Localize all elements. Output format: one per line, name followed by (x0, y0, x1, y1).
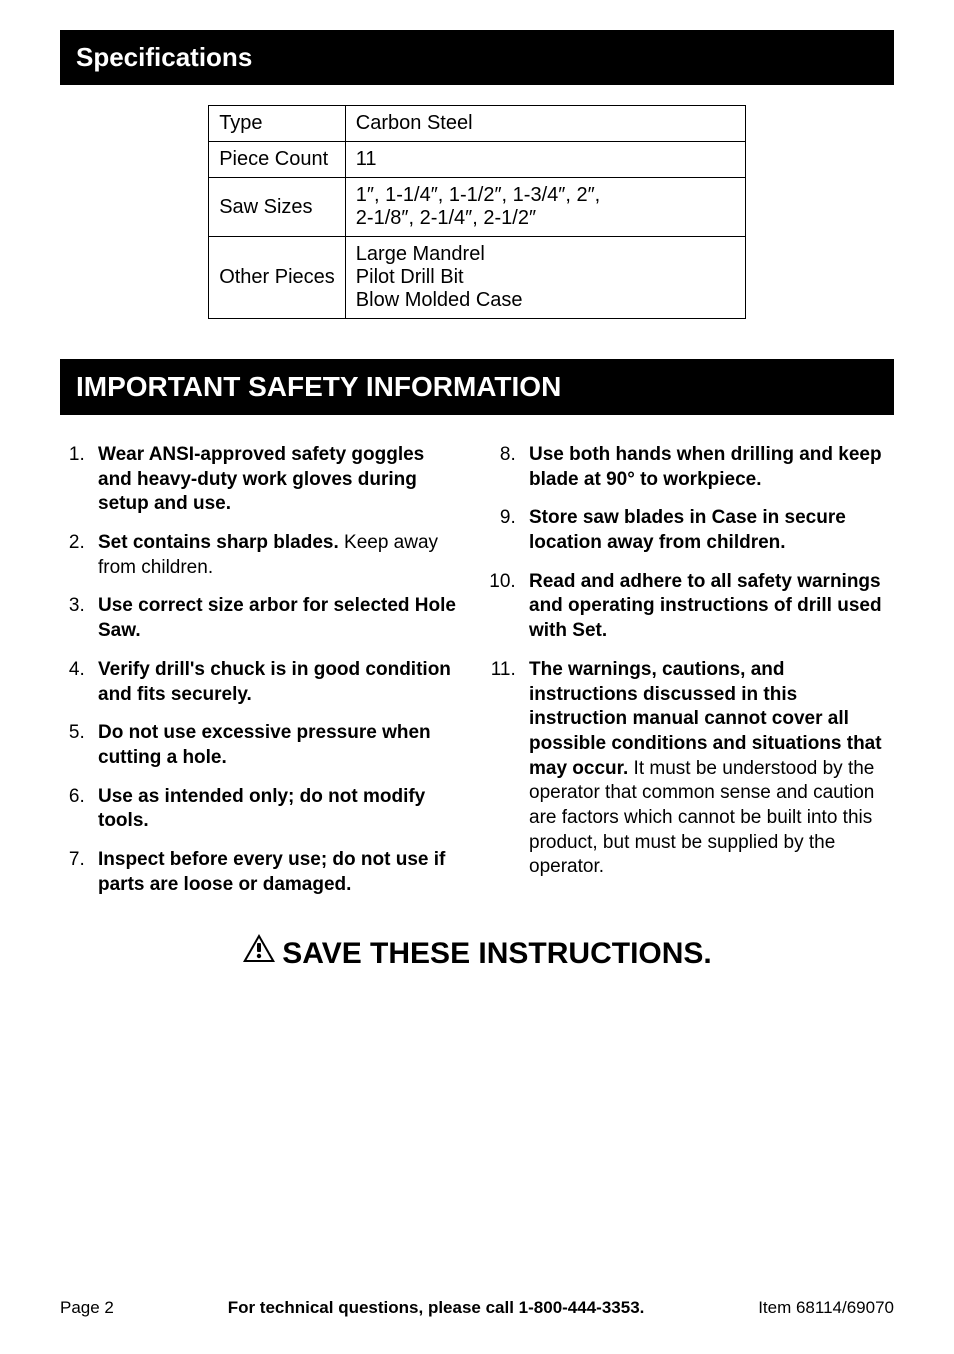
spec-label: Type (209, 106, 346, 142)
list-item: Use correct size arbor for selected Hole… (90, 594, 463, 643)
safety-bold: Set contains sharp blades. (98, 532, 339, 553)
safety-bold: Use as intended only; do not modify tool… (98, 786, 425, 832)
table-row: Type Carbon Steel (209, 106, 746, 142)
list-item: Read and adhere to all safety warnings a… (521, 570, 894, 644)
spec-label: Other Pieces (209, 237, 346, 319)
table-row: Saw Sizes 1″, 1-1/4″, 1-1/2″, 1-3/4″, 2″… (209, 178, 746, 237)
spec-value: Large Mandrel Pilot Drill Bit Blow Molde… (345, 237, 745, 319)
list-item: Wear ANSI-approved safety goggles and he… (90, 443, 463, 517)
spec-value: Carbon Steel (345, 106, 745, 142)
safety-list-right: Use both hands when drilling and keep bl… (491, 443, 894, 911)
spec-value: 11 (345, 142, 745, 178)
safety-bold: Verify drill's chuck is in good conditio… (98, 659, 451, 705)
save-instructions-heading: SAVE THESE INSTRUCTIONS. (60, 937, 894, 971)
spec-label: Saw Sizes (209, 178, 346, 237)
safety-bold: Inspect before every use; do not use if … (98, 849, 445, 895)
list-item: Store saw blades in Case in secure locat… (521, 506, 894, 555)
footer-item-number: Item 68114/69070 (758, 1298, 894, 1318)
specifications-header: Specifications (60, 30, 894, 85)
table-row: Piece Count 11 (209, 142, 746, 178)
list-item: Inspect before every use; do not use if … (90, 848, 463, 897)
safety-bold: Read and adhere to all safety warnings a… (529, 571, 882, 641)
table-row: Other Pieces Large Mandrel Pilot Drill B… (209, 237, 746, 319)
list-item: Use both hands when drilling and keep bl… (521, 443, 894, 492)
safety-bold: Use correct size arbor for selected Hole… (98, 595, 456, 641)
footer-page-number: Page 2 (60, 1298, 114, 1318)
list-item: The warnings, cautions, and instructions… (521, 658, 894, 880)
safety-list-left: Wear ANSI-approved safety goggles and he… (60, 443, 463, 911)
safety-bold: Store saw blades in Case in secure locat… (529, 507, 846, 553)
safety-list-container: Wear ANSI-approved safety goggles and he… (60, 435, 894, 919)
safety-information-header: IMPORTANT SAFETY INFORMATION (60, 359, 894, 415)
list-item: Use as intended only; do not modify tool… (90, 785, 463, 834)
specifications-table: Type Carbon Steel Piece Count 11 Saw Siz… (208, 105, 746, 319)
spec-value: 1″, 1-1/4″, 1-1/2″, 1-3/4″, 2″, 2-1/8″, … (345, 178, 745, 237)
safety-bold: Use both hands when drilling and keep bl… (529, 444, 882, 490)
footer-center-text: For technical questions, please call 1-8… (228, 1298, 645, 1318)
safety-bold: Do not use excessive pressure when cutti… (98, 722, 431, 768)
warning-icon (242, 933, 276, 971)
safety-bold: Wear ANSI-approved safety goggles and he… (98, 444, 424, 514)
list-item: Do not use excessive pressure when cutti… (90, 721, 463, 770)
list-item: Set contains sharp blades. Keep away fro… (90, 531, 463, 580)
spec-label: Piece Count (209, 142, 346, 178)
list-item: Verify drill's chuck is in good conditio… (90, 658, 463, 707)
page-footer: Page 2 For technical questions, please c… (60, 1298, 894, 1318)
save-instructions-text: SAVE THESE INSTRUCTIONS. (282, 937, 712, 970)
